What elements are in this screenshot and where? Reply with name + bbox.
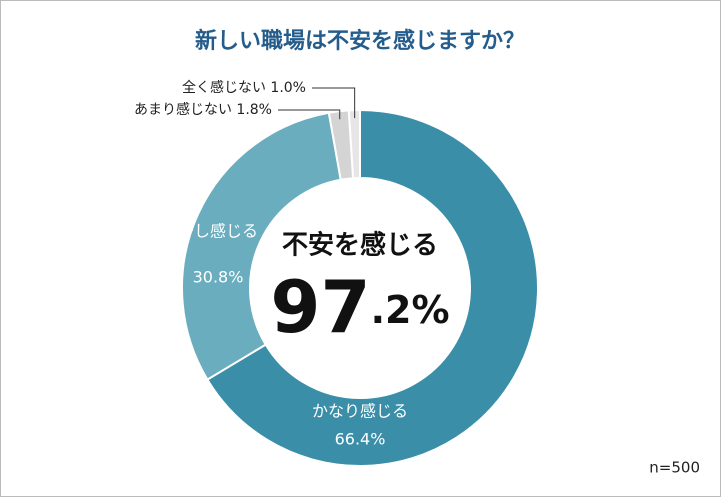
slice-value: 66.4%	[335, 430, 386, 449]
slice-label: 全く感じない 1.0%	[182, 79, 306, 96]
slice-value: 30.8%	[193, 268, 244, 287]
donut-slice	[205, 108, 539, 467]
chart-title: 新しい職場は不安を感じますか？	[195, 28, 525, 54]
slice-value: 1.8%	[236, 102, 272, 118]
leader-line	[312, 87, 356, 119]
leader-line	[278, 109, 341, 120]
slice-label: かなり感じる	[312, 402, 408, 421]
center-label: 不安を感じる	[282, 231, 438, 261]
slice-label: あまり感じない 1.8%	[134, 101, 272, 118]
slice-category: あまり感じない	[134, 101, 232, 118]
slice-category: 全く感じない	[182, 79, 266, 96]
donut-slice	[347, 108, 361, 180]
slice-value: 1.0%	[270, 80, 306, 96]
donut-slice	[181, 111, 342, 381]
sample-size: n=500	[649, 459, 700, 477]
slice-label: 少し感じる	[178, 222, 258, 241]
center-value: 97.2%	[270, 265, 449, 349]
